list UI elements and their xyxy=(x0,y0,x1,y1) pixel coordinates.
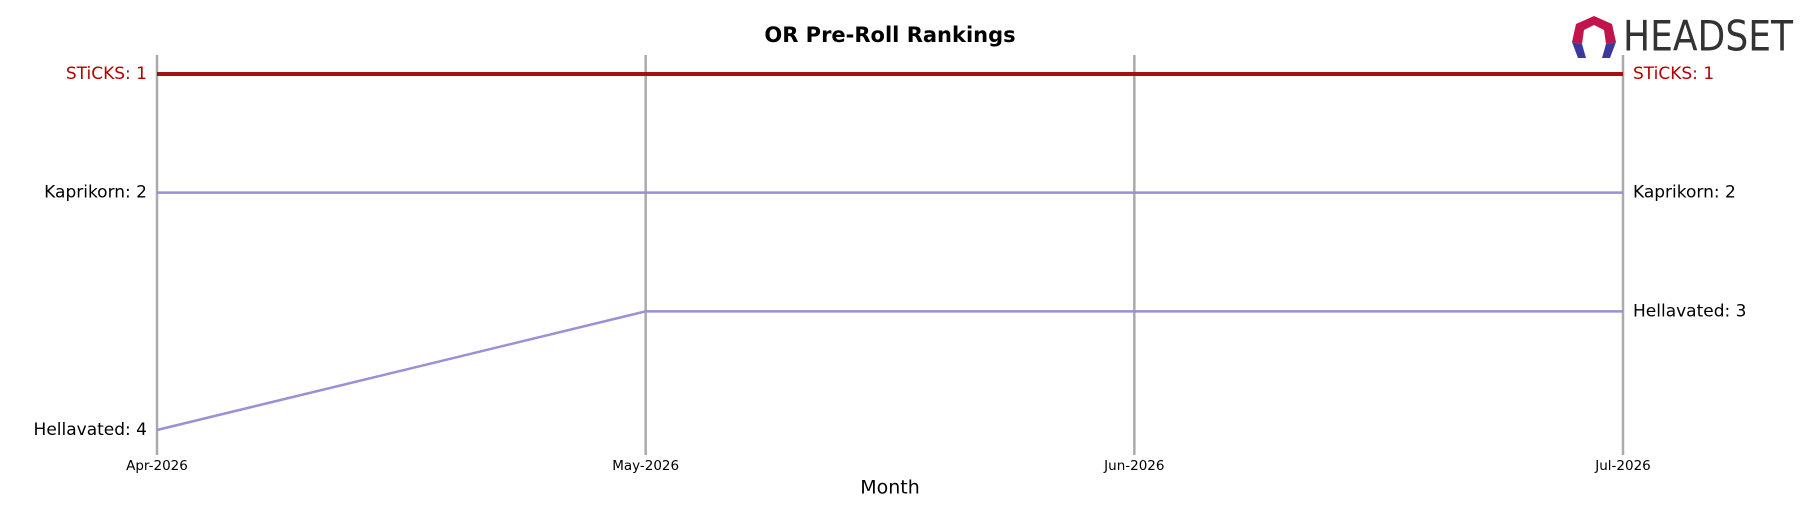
value-label: STiCKS: 1 xyxy=(66,64,147,84)
logo-text: HEADSET xyxy=(1623,12,1794,61)
chart-title: OR Pre-Roll Rankings xyxy=(764,23,1015,47)
logo-mark xyxy=(1572,16,1616,44)
logo: HEADSET xyxy=(1572,12,1794,61)
x-tick-label: May-2026 xyxy=(612,458,679,474)
x-axis-label: Month xyxy=(860,477,920,499)
logo-mark xyxy=(1572,42,1586,58)
value-label: Hellavated: 4 xyxy=(34,420,147,440)
value-label: Hellavated: 3 xyxy=(1633,301,1746,321)
x-tick-label: Jun-2026 xyxy=(1103,458,1164,474)
logo-mark xyxy=(1602,42,1616,58)
x-tick-label: Apr-2026 xyxy=(126,458,188,474)
value-label: Kaprikorn: 2 xyxy=(44,183,147,203)
x-tick-label: Jul-2026 xyxy=(1594,458,1651,474)
series-line xyxy=(156,310,1623,432)
value-label: Kaprikorn: 2 xyxy=(1633,183,1736,203)
value-label: STiCKS: 1 xyxy=(1633,64,1714,84)
